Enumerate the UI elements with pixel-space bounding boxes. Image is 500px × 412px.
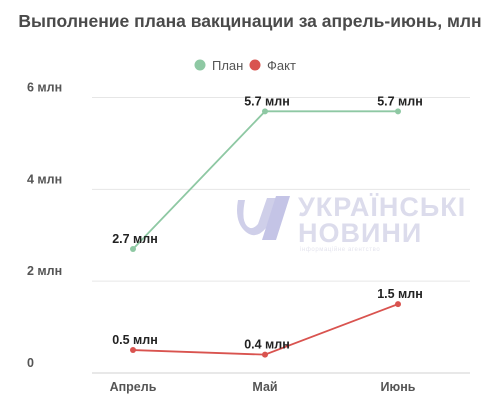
- data-label: 2.7 млн: [112, 232, 158, 246]
- x-tick-label: Май: [252, 380, 277, 394]
- x-tick-label: Апрель: [110, 380, 157, 394]
- y-tick-label: 2 млн: [27, 264, 62, 278]
- data-point: [395, 301, 401, 308]
- y-tick-label: 6 млн: [27, 81, 62, 95]
- x-axis-ticks: Апрель Май Июнь: [110, 380, 416, 394]
- legend-label: План: [212, 58, 243, 73]
- data-label: 1.5 млн: [377, 287, 423, 301]
- data-labels: 2.7 млн 5.7 млн 5.7 млн 0.5 млн 0.4 млн 1.5 м…: [112, 94, 423, 351]
- data-point: [262, 108, 268, 115]
- watermark-logo-icon: [237, 196, 290, 240]
- watermark-line2: НОВИНИ: [298, 218, 422, 248]
- series-group: [130, 108, 401, 358]
- legend-marker: [194, 59, 206, 71]
- legend-marker: [249, 59, 261, 71]
- x-tick-label: Июнь: [381, 380, 416, 394]
- chart-title: Выполнение плана вакцинации за апрель-ию…: [18, 11, 482, 31]
- watermark: УКРАЇНСЬКІ НОВИНИ інформаційне агентство: [237, 192, 466, 253]
- watermark-line1: УКРАЇНСЬКІ: [298, 192, 466, 222]
- y-axis-ticks: 0 2 млн 4 млн 6 млн: [27, 81, 62, 370]
- data-label: 0.4 млн: [244, 338, 290, 352]
- y-tick-label: 0: [27, 356, 34, 370]
- data-label: 5.7 млн: [377, 94, 423, 108]
- legend: План Факт: [194, 58, 296, 73]
- data-label: 0.5 млн: [112, 333, 158, 347]
- grid-lines: [92, 97, 470, 374]
- legend-label: Факт: [267, 58, 296, 73]
- y-tick-label: 4 млн: [27, 172, 62, 186]
- watermark-tagline: інформаційне агентство: [300, 246, 380, 253]
- data-point: [395, 108, 401, 115]
- data-point: [130, 246, 136, 253]
- data-label: 5.7 млн: [244, 94, 290, 108]
- data-point: [130, 347, 136, 354]
- data-point: [262, 351, 268, 358]
